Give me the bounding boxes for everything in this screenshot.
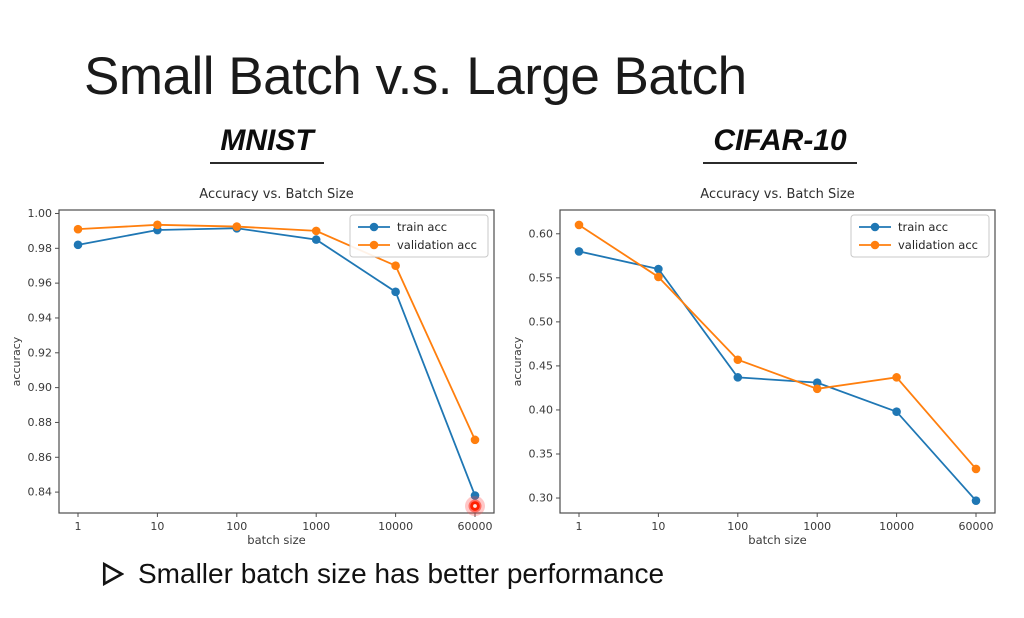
x-tick-label: 60000 — [959, 520, 994, 533]
data-point — [232, 222, 242, 231]
series-train-acc — [73, 223, 480, 500]
y-tick-label: 0.30 — [529, 492, 554, 505]
data-point — [892, 373, 901, 382]
legend-label: train acc — [397, 220, 447, 234]
x-axis-label: batch size — [247, 533, 305, 547]
slide-title: Small Batch v.s. Large Batch — [84, 46, 747, 106]
data-point — [153, 220, 162, 230]
data-point — [574, 220, 584, 230]
data-point — [733, 373, 743, 382]
data-point — [654, 272, 663, 282]
x-tick-label: 60000 — [458, 520, 493, 533]
y-axis-label: accuracy — [511, 336, 524, 386]
laser-pointer-dot — [465, 496, 485, 517]
data-point — [470, 491, 480, 500]
data-point — [812, 384, 822, 394]
x-tick-label: 1000 — [803, 520, 831, 533]
y-tick-label: 0.60 — [529, 227, 554, 240]
series-validation-acc — [73, 220, 480, 445]
dataset-heading-mnist-label: MNIST — [210, 124, 324, 164]
plot-frame — [559, 209, 996, 514]
y-tick-label: 0.92 — [28, 346, 53, 359]
x-tick-label: 1000 — [302, 520, 330, 533]
x-axis-ticks: 1 10 100 1000 10000 60000 — [75, 513, 493, 533]
data-point — [733, 355, 743, 365]
series-train-acc — [574, 247, 981, 505]
x-tick-label: 1 — [576, 520, 583, 533]
y-tick-label: 1.00 — [28, 207, 53, 220]
mnist-accuracy-chart: Accuracy vs. Batch Size accuracy batch siz… — [10, 187, 495, 547]
cifar10-accuracy-chart: Accuracy vs. Batch Size accuracy batch siz… — [511, 187, 996, 547]
legend-label: train acc — [898, 220, 948, 234]
y-tick-label: 0.55 — [529, 271, 554, 284]
data-point — [971, 464, 981, 474]
plot-frame — [58, 209, 495, 514]
y-tick-label: 0.98 — [28, 242, 53, 255]
chart-title: Accuracy vs. Batch Size — [700, 187, 854, 202]
series-validation-acc — [574, 220, 981, 474]
y-axis-ticks: 0.30 0.35 0.40 0.45 0.50 0.55 0.60 — [529, 227, 560, 505]
y-axis-ticks: 0.84 0.86 0.88 0.90 0.92 0.94 0.96 0.98 1.00 — [28, 207, 59, 499]
y-tick-label: 0.35 — [529, 447, 554, 460]
chart-title: Accuracy vs. Batch Size — [199, 187, 353, 202]
dataset-heading-mnist: MNIST — [157, 124, 377, 164]
data-point — [73, 224, 83, 234]
x-axis-ticks: 1 10 100 1000 10000 60000 — [576, 513, 994, 533]
data-point — [470, 435, 480, 445]
legend: train acc validation acc — [850, 214, 990, 258]
dataset-heading-cifar-10: CIFAR-10 — [655, 124, 905, 164]
y-tick-label: 0.90 — [28, 381, 53, 394]
data-point — [892, 407, 901, 417]
data-point — [391, 261, 400, 271]
y-tick-label: 0.84 — [28, 486, 53, 499]
y-tick-label: 0.88 — [28, 416, 53, 429]
data-point — [654, 264, 663, 274]
x-tick-label: 10000 — [879, 520, 914, 533]
bullet-point: Smaller batch size has better performanc… — [102, 558, 664, 590]
y-tick-label: 0.45 — [529, 359, 554, 372]
bullet-text: Smaller batch size has better performanc… — [138, 558, 665, 589]
x-tick-label: 10000 — [378, 520, 413, 533]
legend: train acc validation acc — [349, 214, 489, 258]
y-tick-label: 0.96 — [28, 277, 53, 290]
x-tick-label: 10 — [150, 520, 164, 533]
data-point — [574, 247, 584, 256]
dataset-heading-cifar-10-label: CIFAR-10 — [703, 124, 857, 164]
bullet-arrow-icon — [102, 562, 124, 586]
x-tick-label: 100 — [226, 520, 247, 533]
x-tick-label: 10 — [651, 520, 665, 533]
y-tick-label: 0.94 — [28, 311, 53, 324]
legend-label: validation acc — [397, 238, 477, 252]
x-axis-label: batch size — [748, 533, 806, 547]
y-tick-label: 0.50 — [529, 315, 554, 328]
data-point — [971, 496, 981, 505]
y-tick-label: 0.40 — [529, 403, 554, 416]
legend-label: validation acc — [898, 238, 978, 252]
data-point — [391, 287, 400, 297]
y-axis-label: accuracy — [10, 336, 23, 386]
data-point — [311, 235, 321, 244]
x-tick-label: 1 — [75, 520, 82, 533]
x-tick-label: 100 — [727, 520, 748, 533]
data-point — [73, 240, 83, 250]
data-point — [812, 378, 822, 387]
data-point — [311, 226, 321, 236]
y-tick-label: 0.86 — [28, 451, 53, 464]
